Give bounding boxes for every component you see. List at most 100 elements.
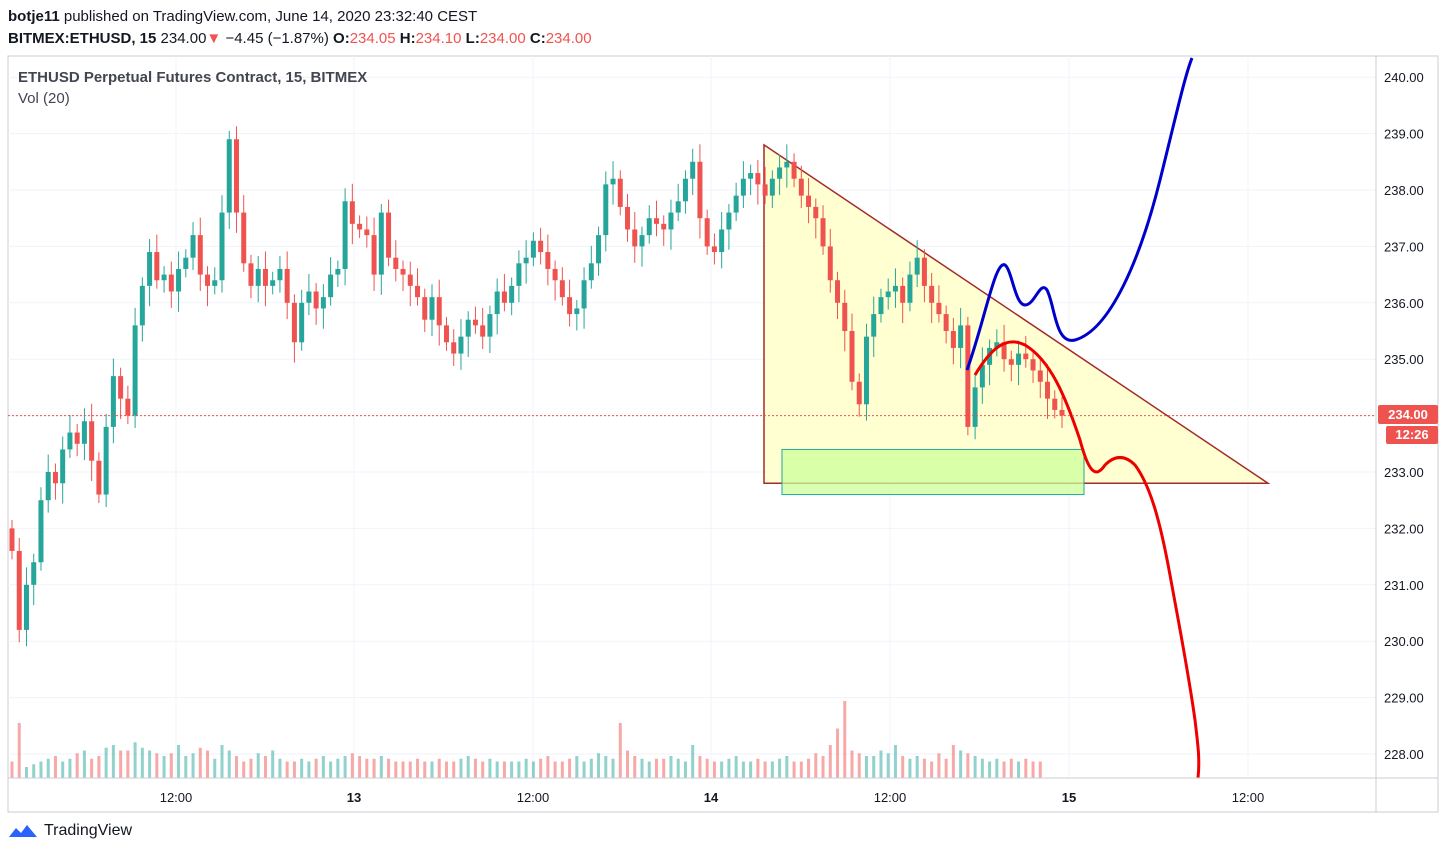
candle	[921, 249, 927, 303]
candle	[328, 257, 334, 306]
x-tick-label: 12:00	[874, 790, 907, 805]
volume-bar	[307, 761, 311, 778]
volume-bar	[452, 761, 456, 778]
volume-bar	[408, 761, 412, 778]
volume-bar	[575, 756, 579, 778]
volume-bar	[206, 750, 210, 778]
candle	[661, 215, 667, 246]
volume-bar	[654, 758, 658, 778]
volume-bar	[285, 761, 289, 778]
chart-frame	[7, 55, 1439, 813]
volume-bar	[756, 758, 760, 778]
bullish-projection-path[interactable]	[965, 57, 1194, 371]
publisher-name[interactable]: botje11	[8, 8, 60, 25]
candle	[878, 288, 884, 323]
candle	[1023, 336, 1029, 368]
volume-bar	[416, 758, 420, 778]
candle	[494, 278, 500, 335]
candle	[726, 204, 732, 250]
x-tick-label: 14	[704, 790, 719, 805]
symbol-line: BITMEX:ETHUSD, 15 234.00▼ −4.45 (−1.87%)…	[8, 28, 592, 50]
price-tag-text: 234.00	[1388, 407, 1428, 422]
candle	[74, 424, 80, 457]
volume-bar	[698, 756, 702, 778]
volume-bar	[379, 756, 383, 778]
low-label: L:	[465, 30, 480, 47]
candle	[1001, 324, 1007, 372]
volume-bar	[966, 753, 970, 778]
publish-info: published on TradingView.com, June 14, 2…	[63, 8, 478, 25]
candle	[443, 316, 449, 351]
candle	[596, 226, 602, 276]
volume-bar	[61, 761, 65, 778]
symbol-name[interactable]: BITMEX:ETHUSD, 15	[8, 30, 157, 47]
volume-bar	[683, 761, 687, 778]
candle	[371, 217, 377, 291]
candle	[740, 161, 746, 209]
candle	[849, 313, 855, 391]
candle	[509, 277, 515, 316]
volume-bar	[227, 750, 231, 778]
volume-bar	[539, 758, 543, 778]
candle	[675, 183, 681, 222]
candle	[639, 226, 645, 267]
volume-bar	[669, 756, 673, 778]
candle	[357, 215, 363, 238]
support-zone-rectangle[interactable]	[781, 448, 1085, 496]
volume-bar	[640, 758, 644, 778]
volume-bar	[488, 758, 492, 778]
candle	[690, 148, 696, 196]
volume-bar	[720, 761, 724, 778]
footer-branding[interactable]: TradingView	[8, 822, 132, 840]
y-tick-label: 230.00	[1384, 634, 1424, 649]
volume-bar	[394, 761, 398, 778]
candle	[472, 306, 478, 334]
candle	[646, 205, 652, 244]
candle	[625, 193, 631, 242]
volume-bar	[1024, 758, 1028, 778]
candle	[545, 234, 551, 286]
candle	[226, 130, 232, 229]
bearish-projection-path[interactable]	[973, 340, 1201, 779]
legend-title[interactable]: ETHUSD Perpetual Futures Contract, 15, B…	[18, 69, 367, 86]
volume-bar	[104, 747, 108, 778]
candle	[567, 279, 573, 327]
volume-bar	[148, 750, 152, 778]
volume-bar	[727, 758, 731, 778]
volume-bar	[922, 758, 926, 778]
candle	[262, 251, 268, 307]
volume-bar	[864, 756, 868, 778]
volume-bar	[502, 761, 506, 778]
volume-bar	[1017, 761, 1021, 778]
candle	[67, 415, 73, 458]
candle	[45, 454, 51, 513]
y-tick-label: 235.00	[1384, 352, 1424, 367]
volume-bar	[423, 761, 427, 778]
volume-bar	[850, 750, 854, 778]
candle	[603, 171, 609, 252]
candle	[762, 166, 768, 205]
volume-bar	[930, 761, 934, 778]
candle	[335, 260, 341, 288]
volume-bar	[372, 758, 376, 778]
low-value: 234.00	[479, 30, 526, 47]
candle	[38, 487, 44, 571]
candle	[914, 240, 920, 288]
candle	[711, 233, 717, 265]
candle	[632, 211, 638, 263]
descending-triangle-pattern[interactable]	[763, 143, 1271, 485]
volume-bar	[799, 761, 803, 778]
candle	[943, 305, 949, 344]
volume-bar	[647, 761, 651, 778]
candle	[241, 195, 247, 272]
volume-bar	[676, 758, 680, 778]
candle	[1037, 357, 1043, 399]
candle	[400, 260, 406, 291]
time-axis[interactable]: 12:00 13 12:00 14 12:00 15 12:00	[160, 790, 1265, 805]
candle	[704, 209, 710, 255]
legend-volume[interactable]: Vol (20)	[18, 90, 70, 107]
candle	[523, 240, 529, 284]
high-label: H:	[399, 30, 416, 47]
candle	[885, 278, 891, 310]
